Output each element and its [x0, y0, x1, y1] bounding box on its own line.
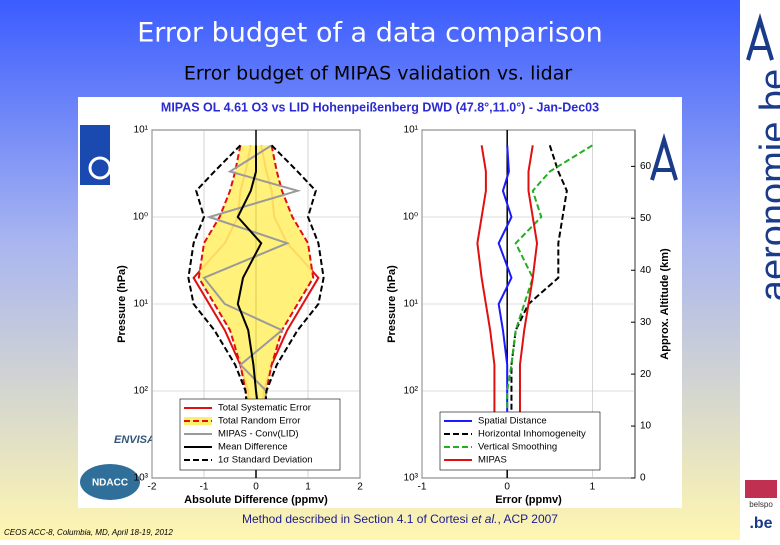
legend-label: MIPAS - Conv(LID) [218, 429, 299, 440]
belspo-logo: belspo [749, 500, 773, 509]
x-tick-label: 1 [305, 482, 311, 493]
logo-a [746, 13, 774, 61]
error-band [198, 145, 314, 433]
x-tick-label: 2 [357, 482, 363, 493]
envisat-logo: ENVISAT [114, 434, 162, 446]
be-logo: .be [749, 515, 772, 532]
legend-label: MIPAS [478, 455, 507, 466]
site-logo: aeronomie.be [753, 69, 780, 301]
legend-label: Vertical Smoothing [478, 442, 557, 453]
slide-subtitle: Error budget of MIPAS validation vs. lid… [184, 63, 573, 85]
legend-label: Total Random Error [218, 416, 300, 427]
x-axis-label: Error (ppmv) [495, 494, 562, 506]
y2-tick-label: 60 [640, 161, 652, 172]
y2-axis-label: Approx. Altitude (km) [659, 248, 671, 360]
logo-swirl [88, 156, 112, 180]
y-tick-label: 10⁰ [133, 212, 148, 223]
profile-line [497, 145, 513, 433]
footer: CEOS ACC-8, Columbia, MD, April 18-19, 2… [4, 528, 173, 537]
profile-line [476, 145, 496, 433]
y-axis-label: Pressure (hPa) [116, 265, 128, 343]
y-tick-label: 10⁰ [403, 212, 418, 223]
profile-line [506, 144, 593, 433]
y2-tick-label: 40 [640, 265, 652, 276]
caption-part: , ACP 2007 [497, 512, 558, 526]
ndacc-globe [80, 464, 140, 500]
x-axis-label: Absolute Difference (ppmv) [184, 494, 328, 506]
y2-tick-label: 10 [640, 421, 652, 432]
slide-title: Error budget of a data comparison [137, 18, 603, 49]
profile-line [510, 145, 568, 433]
x-tick-label: -1 [418, 482, 427, 493]
profile-line [262, 144, 325, 433]
logo-a-small [650, 133, 678, 181]
profile-line [187, 144, 250, 433]
y-tick-label: 10¹ [404, 125, 419, 136]
x-tick-label: 0 [504, 482, 510, 493]
y2-tick-label: 20 [640, 369, 652, 380]
y2-tick-label: 50 [640, 213, 652, 224]
legend-label: Mean Difference [218, 442, 288, 453]
x-tick-label: -1 [200, 482, 209, 493]
figure-title: MIPAS OL 4.61 O3 vs LID Hohenpeißenberg … [161, 100, 599, 114]
profile-line [236, 145, 263, 433]
y2-tick-label: 0 [640, 473, 646, 484]
ndacc-logo: NDACC [92, 478, 128, 489]
side-strip [740, 0, 780, 540]
profile-line [197, 145, 252, 433]
caption-part: Method described in Section 4.1 of Corte… [242, 512, 471, 526]
profile-line [202, 144, 302, 433]
caption-part: et al. [471, 512, 497, 526]
y-tick-label: 10¹ [404, 299, 419, 310]
legend-label: Spatial Distance [478, 416, 547, 427]
y-axis-label: Pressure (hPa) [386, 265, 398, 343]
y-tick-label: 10² [134, 386, 149, 397]
belspo-mark [745, 480, 777, 498]
caption: Method described in Section 4.1 of Corte… [242, 512, 558, 526]
x-tick-label: 1 [590, 482, 596, 493]
x-tick-label: -2 [148, 482, 157, 493]
y-tick-label: 10³ [404, 473, 419, 484]
legend-label: Horizontal Inhomogeneity [478, 429, 586, 440]
profile-line [260, 145, 315, 433]
x-tick-label: 0 [253, 482, 259, 493]
y2-tick-label: 30 [640, 317, 652, 328]
y-tick-label: 10¹ [134, 125, 149, 136]
profile-line [518, 145, 539, 433]
y-tick-label: 10¹ [134, 299, 149, 310]
y-tick-label: 10³ [134, 473, 149, 484]
legend-label: 1σ Standard Deviation [218, 455, 313, 466]
y-tick-label: 10² [404, 386, 419, 397]
legend-label: Total Systematic Error [218, 403, 311, 414]
